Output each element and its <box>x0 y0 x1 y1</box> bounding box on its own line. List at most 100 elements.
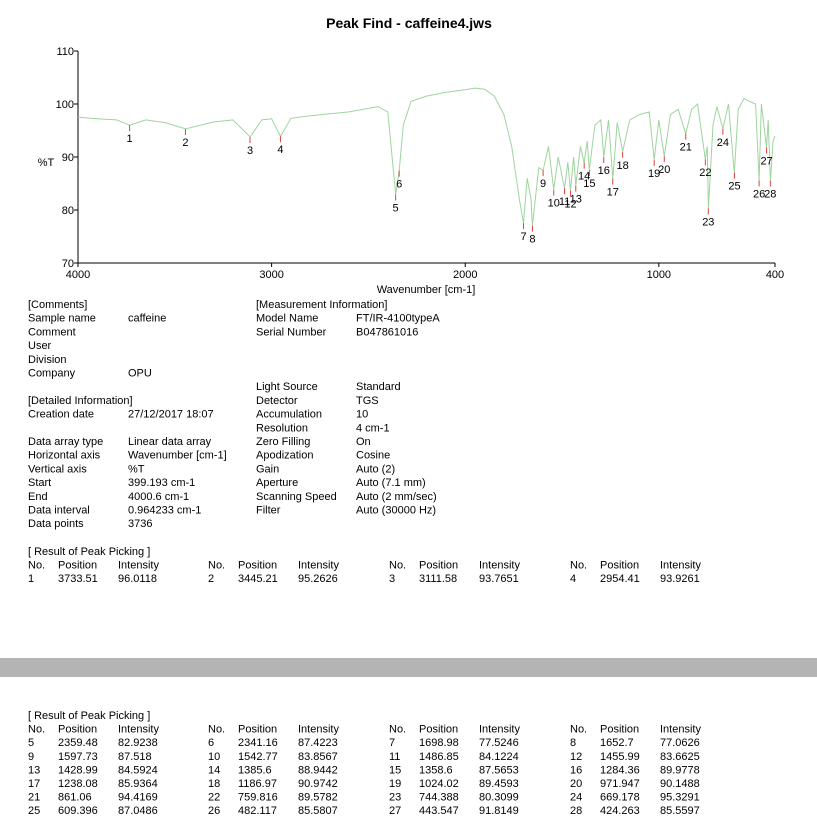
y-axis-label: %T <box>38 157 55 169</box>
y-tick-label: 110 <box>56 46 74 58</box>
field-value: Wavenumber [cm-1] <box>128 450 227 462</box>
field-value: 4 cm-1 <box>356 422 390 434</box>
table-header: No. <box>389 724 406 736</box>
section-title: [Measurement Information] <box>256 299 387 311</box>
table-header: No. <box>389 560 406 572</box>
table-title: [ Result of Peak Picking ] <box>28 546 150 558</box>
table-header: No. <box>28 560 45 572</box>
field-label: Division <box>28 354 67 366</box>
table-cell: 2 <box>208 573 214 585</box>
field-value: 3736 <box>128 518 152 530</box>
table-cell: 11 <box>389 751 400 763</box>
table-header: Intensity <box>298 724 339 736</box>
table-cell: 93.7651 <box>479 573 519 585</box>
table-cell: 1455.99 <box>600 751 640 763</box>
peak-label: 23 <box>702 216 714 228</box>
table-header: Intensity <box>298 560 339 572</box>
field-label: Apodization <box>256 450 314 462</box>
field-value: 10 <box>356 409 368 421</box>
field-label: Serial Number <box>256 326 327 338</box>
table-cell: 15 <box>389 764 401 776</box>
table-cell: 95.3291 <box>660 792 700 804</box>
field-label: Creation date <box>28 409 94 421</box>
table-cell: 83.6625 <box>660 751 700 763</box>
table-cell: 2359.48 <box>58 737 98 749</box>
table-cell: 1385.6 <box>238 764 272 776</box>
table-cell: 28 <box>570 805 582 817</box>
table-cell: 482.117 <box>238 805 277 817</box>
peak-label: 2 <box>182 137 188 149</box>
table-cell: 82.9238 <box>118 737 158 749</box>
table-cell: 13 <box>28 764 40 776</box>
table-cell: 1597.73 <box>58 751 98 763</box>
table-cell: 93.9261 <box>660 573 700 585</box>
table-cell: 1542.77 <box>238 751 278 763</box>
field-label: Model Name <box>256 313 318 325</box>
table-cell: 85.5807 <box>298 805 338 817</box>
table-header: Position <box>238 724 277 736</box>
field-value: On <box>356 436 371 448</box>
table-cell: 9 <box>28 751 34 763</box>
table-cell: 77.5246 <box>479 737 519 749</box>
table-header: Position <box>419 724 458 736</box>
table-cell: 21 <box>28 792 40 804</box>
table-cell: 1186.97 <box>238 778 277 790</box>
table-cell: 2954.41 <box>600 573 640 585</box>
field-value: B047861016 <box>356 326 418 338</box>
field-value: Linear data array <box>128 436 212 448</box>
table-cell: 443.547 <box>419 805 459 817</box>
field-label: Aperture <box>256 477 298 489</box>
table-cell: 17 <box>28 778 40 790</box>
peak-label: 17 <box>607 187 619 199</box>
table-cell: 25 <box>28 805 40 817</box>
table-cell: 12 <box>570 751 582 763</box>
table-cell: 1698.98 <box>419 737 459 749</box>
table-cell: 1358.6 <box>419 764 453 776</box>
peak-label: 3 <box>247 145 253 157</box>
spectrum <box>77 87 776 226</box>
table-cell: 85.9364 <box>118 778 158 790</box>
field-label: End <box>28 491 48 503</box>
table-cell: 4 <box>570 573 576 585</box>
field-label: Detector <box>256 395 298 407</box>
table-header: No. <box>208 724 225 736</box>
table-header: Position <box>58 724 97 736</box>
peak-label: 25 <box>728 181 740 193</box>
field-value: caffeine <box>128 313 166 325</box>
peak-label: 7 <box>520 231 526 243</box>
peak-label: 11 <box>559 196 570 208</box>
table-cell: 95.2626 <box>298 573 338 585</box>
peak-label: 15 <box>583 178 595 190</box>
table-cell: 20 <box>570 778 582 790</box>
y-tick-label: 70 <box>62 258 74 270</box>
section-title: [Comments] <box>28 299 87 311</box>
field-label: Data array type <box>28 436 103 448</box>
table-cell: 87.4223 <box>298 737 338 749</box>
table-cell: 1238.08 <box>58 778 98 790</box>
table-cell: 1486.85 <box>419 751 459 763</box>
table-cell: 18 <box>208 778 220 790</box>
x-tick-label: 1000 <box>647 269 671 281</box>
field-label: Scanning Speed <box>256 491 337 503</box>
peak-label: 5 <box>393 203 399 215</box>
table-cell: 2341.16 <box>238 737 278 749</box>
x-tick-label: 3000 <box>259 269 283 281</box>
peak-label: 14 <box>578 171 590 183</box>
section-title: [Detailed Information] <box>28 395 133 407</box>
field-value: OPU <box>128 368 152 380</box>
table-header: Position <box>238 560 277 572</box>
field-label: Start <box>28 477 51 489</box>
table-cell: 94.4169 <box>118 792 158 804</box>
field-label: Light Source <box>256 381 318 393</box>
field-label: User <box>28 340 52 352</box>
x-axis-label: Wavenumber [cm-1] <box>377 284 476 296</box>
peak-label: 21 <box>680 142 692 154</box>
table-cell: 16 <box>570 764 582 776</box>
field-value: Cosine <box>356 450 390 462</box>
table-cell: 744.388 <box>419 792 459 804</box>
field-value: Auto (2) <box>356 463 395 475</box>
field-label: Company <box>28 368 76 380</box>
peak-label: 1 <box>127 133 133 145</box>
field-label: Zero Filling <box>256 436 310 448</box>
